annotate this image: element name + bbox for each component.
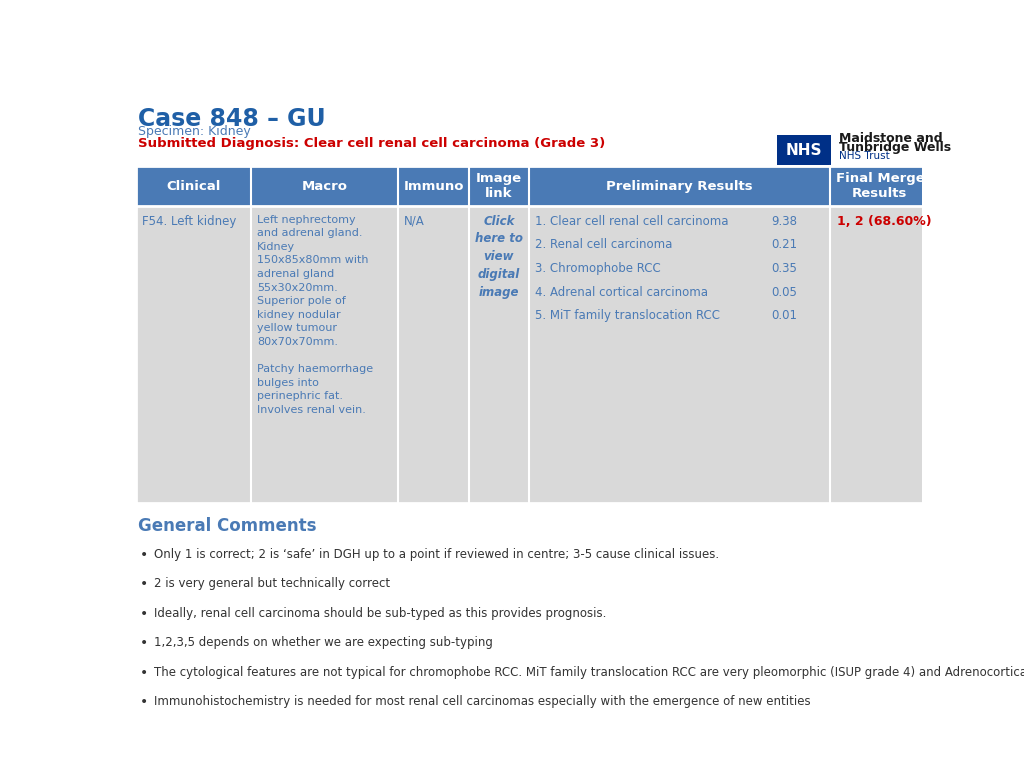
Text: 5. MiT family translocation RCC: 5. MiT family translocation RCC	[536, 310, 720, 323]
Text: Tunbridge Wells: Tunbridge Wells	[839, 141, 951, 154]
Text: digital: digital	[478, 268, 520, 281]
Text: Click: Click	[483, 214, 515, 227]
Text: •: •	[139, 666, 148, 680]
Text: 4. Adrenal cortical carcinoma: 4. Adrenal cortical carcinoma	[536, 286, 709, 299]
Text: 2 is very general but technically correct: 2 is very general but technically correc…	[155, 577, 390, 590]
Text: Submitted Diagnosis: Clear cell renal cell carcinoma (Grade 3): Submitted Diagnosis: Clear cell renal ce…	[137, 137, 605, 150]
Text: The cytological features are not typical for chromophobe RCC. MiT family translo: The cytological features are not typical…	[155, 666, 1024, 679]
Text: 9.38: 9.38	[771, 214, 797, 227]
Text: 0.05: 0.05	[771, 286, 797, 299]
Text: •: •	[139, 695, 148, 710]
Text: NHS Trust: NHS Trust	[839, 151, 890, 161]
FancyBboxPatch shape	[136, 207, 930, 503]
Text: •: •	[139, 636, 148, 650]
Text: General Comments: General Comments	[137, 517, 316, 535]
Text: 0.21: 0.21	[771, 238, 797, 251]
Text: 0.35: 0.35	[771, 262, 797, 275]
Text: here to: here to	[475, 232, 523, 245]
Text: 1. Clear cell renal cell carcinoma: 1. Clear cell renal cell carcinoma	[536, 214, 729, 227]
Text: Specimen: Kidney: Specimen: Kidney	[137, 125, 250, 138]
Text: Macro: Macro	[301, 180, 347, 193]
Text: Immuno: Immuno	[403, 180, 464, 193]
Text: N/A: N/A	[404, 214, 425, 227]
Text: F54. Left kidney: F54. Left kidney	[142, 214, 237, 227]
Text: Ideally, renal cell carcinoma should be sub-typed as this provides prognosis.: Ideally, renal cell carcinoma should be …	[155, 607, 606, 620]
Text: Final Merge
Results: Final Merge Results	[836, 172, 925, 200]
Text: Clinical: Clinical	[166, 180, 220, 193]
Text: 3. Chromophobe RCC: 3. Chromophobe RCC	[536, 262, 660, 275]
Text: •: •	[139, 607, 148, 621]
Text: view: view	[483, 250, 514, 263]
Text: Preliminary Results: Preliminary Results	[606, 180, 753, 193]
Text: image: image	[479, 286, 519, 299]
Text: 2. Renal cell carcinoma: 2. Renal cell carcinoma	[536, 238, 673, 251]
Text: Case 848 – GU: Case 848 – GU	[137, 107, 326, 131]
Text: Immunohistochemistry is needed for most renal cell carcinomas especially with th: Immunohistochemistry is needed for most …	[155, 695, 811, 708]
Text: Only 1 is correct; 2 is ‘safe’ in DGH up to a point if reviewed in centre; 3-5 c: Only 1 is correct; 2 is ‘safe’ in DGH up…	[155, 548, 719, 561]
Text: 1, 2 (68.60%): 1, 2 (68.60%)	[837, 214, 931, 227]
Text: Image
link: Image link	[476, 172, 522, 200]
Text: Left nephrectomy
and adrenal gland.
Kidney
150x85x80mm with
adrenal gland
55x30x: Left nephrectomy and adrenal gland. Kidn…	[257, 214, 374, 415]
Text: 1,2,3,5 depends on whether we are expecting sub-typing: 1,2,3,5 depends on whether we are expect…	[155, 636, 494, 649]
Text: •: •	[139, 577, 148, 591]
Text: Maidstone and: Maidstone and	[839, 132, 943, 145]
Text: NHS: NHS	[785, 143, 822, 157]
FancyBboxPatch shape	[136, 166, 930, 207]
Text: 0.01: 0.01	[771, 310, 797, 323]
FancyBboxPatch shape	[777, 134, 831, 165]
Text: •: •	[139, 548, 148, 561]
